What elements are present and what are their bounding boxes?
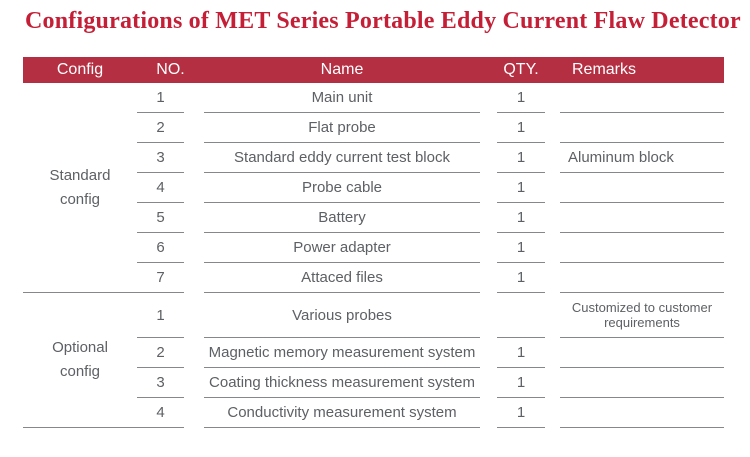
row-qty-cell: 1 (497, 398, 545, 428)
row-qty-cell: 1 (497, 113, 545, 143)
table-section: Optional config 1 Various probes Customized… (23, 293, 724, 428)
row-name-cell: Various probes (204, 293, 480, 338)
row-qty-cell: 1 (497, 143, 545, 173)
row-qty-cell: 1 (497, 263, 545, 293)
row-number-cell: 4 (137, 398, 184, 428)
row-name-cell: Main unit (204, 83, 480, 113)
column-header-name: Name (320, 61, 364, 78)
column-header-qty: QTY. (503, 61, 539, 78)
row-qty-cell: 1 (497, 233, 545, 263)
table-body: Standard config 1 Main unit 1 2 Flat probe 1 3 S… (23, 83, 724, 428)
row-remarks-cell: Customized to customer requirements (560, 293, 724, 338)
row-name-cell: Flat probe (204, 113, 480, 143)
row-number-cell: 2 (137, 338, 184, 368)
row-number-cell: 4 (137, 173, 184, 203)
column-header-config: Config (56, 61, 104, 78)
row-remarks-cell (560, 233, 724, 263)
row-remarks-cell (560, 398, 724, 428)
column-header-remarks: Remarks (572, 61, 637, 78)
config-group-label: Standard config (23, 83, 137, 293)
row-qty-cell: 1 (497, 338, 545, 368)
row-qty-cell: 1 (497, 173, 545, 203)
config-group-label: Optional config (23, 293, 137, 428)
row-remarks-cell (560, 263, 724, 293)
row-number-cell: 3 (137, 368, 184, 398)
row-number-cell: 1 (137, 293, 184, 338)
row-remarks-cell: Aluminum block (560, 143, 724, 173)
row-remarks-cell (560, 368, 724, 398)
row-number-cell: 3 (137, 143, 184, 173)
page-title: Configurations of MET Series Portable Ed… (25, 8, 741, 34)
row-name-cell: Battery (204, 203, 480, 233)
row-name-cell: Conductivity measurement system (204, 398, 480, 428)
row-name-cell: Power adapter (204, 233, 480, 263)
column-header-no: NO. (156, 61, 185, 78)
row-qty-cell: 1 (497, 203, 545, 233)
row-remarks-cell (560, 113, 724, 143)
row-name-cell: Standard eddy current test block (204, 143, 480, 173)
row-remarks-cell (560, 173, 724, 203)
row-remarks-cell (560, 338, 724, 368)
row-name-cell: Magnetic memory measurement system (204, 338, 480, 368)
row-name-cell: Attaced files (204, 263, 480, 293)
table-section: Standard config 1 Main unit 1 2 Flat probe 1 3 S… (23, 83, 724, 293)
row-qty-cell: 1 (497, 83, 545, 113)
row-name-cell: Probe cable (204, 173, 480, 203)
table-header-bar: Config NO. Name QTY. Remarks (23, 57, 724, 83)
row-remarks-cell (560, 203, 724, 233)
row-number-cell: 5 (137, 203, 184, 233)
row-number-cell: 6 (137, 233, 184, 263)
row-remarks-cell (560, 83, 724, 113)
row-name-cell: Coating thickness measurement system (204, 368, 480, 398)
row-qty-cell (497, 293, 545, 338)
row-number-cell: 1 (137, 83, 184, 113)
row-number-cell: 2 (137, 113, 184, 143)
row-qty-cell: 1 (497, 368, 545, 398)
row-number-cell: 7 (137, 263, 184, 293)
